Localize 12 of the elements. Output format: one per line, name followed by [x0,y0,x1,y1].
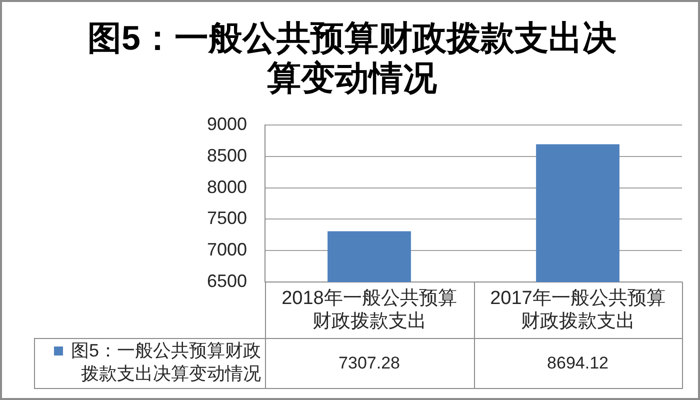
x-tick-label: 2018年一般公共预算财政拨款支出 [282,288,457,332]
y-tick-label: 7500 [206,208,247,228]
data-label: 7307.28 [338,354,400,373]
y-tick-label: 8500 [206,145,247,166]
y-tick-label: 8000 [206,176,247,197]
x-tick-label: 2017年一般公共预算财政拨款支出 [490,288,666,332]
y-tick-label: 7000 [206,240,247,260]
chart-title: 图5：一般公共预算财政拨款支出决算变动情况 [88,19,616,98]
y-tick-label: 6500 [206,270,247,291]
data-label: 8694.12 [547,354,608,373]
legend-label: 图5：一般公共预算财政拨款支出决算变动情况 [70,340,261,384]
y-tick-label: 9000 [206,114,247,134]
